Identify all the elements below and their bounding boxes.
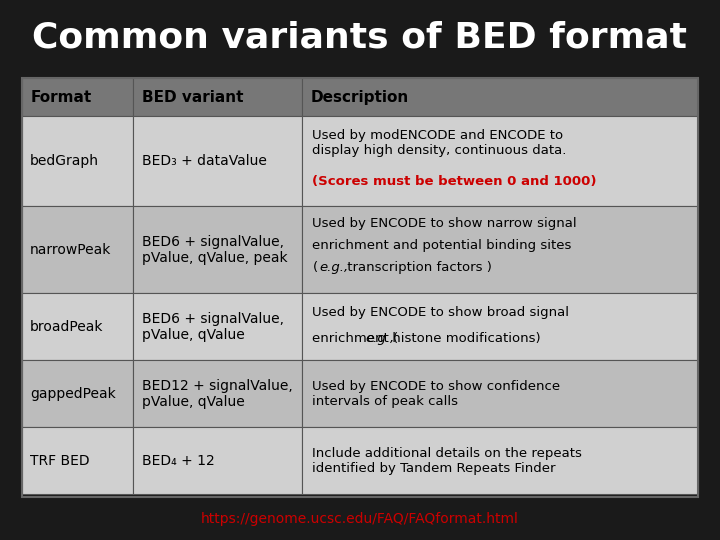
Text: https://genome.ucsc.edu/FAQ/FAQformat.html: https://genome.ucsc.edu/FAQ/FAQformat.ht… xyxy=(201,512,519,526)
Text: Used by ENCODE to show narrow signal: Used by ENCODE to show narrow signal xyxy=(312,217,577,231)
Text: BED₄ + 12: BED₄ + 12 xyxy=(142,454,215,468)
Bar xyxy=(133,78,302,116)
Bar xyxy=(133,293,302,360)
Text: Common variants of BED format: Common variants of BED format xyxy=(32,21,688,55)
Text: Used by ENCODE to show broad signal: Used by ENCODE to show broad signal xyxy=(312,306,570,319)
Text: gappedPeak: gappedPeak xyxy=(30,387,116,401)
Bar xyxy=(22,78,698,497)
Bar xyxy=(22,293,133,360)
Text: Used by modENCODE and ENCODE to
display high density, continuous data.: Used by modENCODE and ENCODE to display … xyxy=(312,129,567,157)
Bar xyxy=(302,206,698,293)
Bar xyxy=(302,116,698,206)
Text: transcription factors ): transcription factors ) xyxy=(343,261,492,274)
Bar xyxy=(22,116,133,206)
Bar xyxy=(22,78,133,116)
Bar xyxy=(133,206,302,293)
Text: enrichment (: enrichment ( xyxy=(312,333,399,346)
Bar xyxy=(22,206,133,293)
Text: BED₃ + dataValue: BED₃ + dataValue xyxy=(142,154,266,168)
Text: Description: Description xyxy=(311,90,409,105)
Text: TRF BED: TRF BED xyxy=(30,454,90,468)
Text: broadPeak: broadPeak xyxy=(30,320,104,334)
Text: narrowPeak: narrowPeak xyxy=(30,243,112,257)
Text: e.g.,: e.g., xyxy=(319,261,348,274)
Bar xyxy=(133,116,302,206)
Bar xyxy=(302,360,698,427)
Text: Format: Format xyxy=(30,90,91,105)
Text: (Scores must be between 0 and 1000): (Scores must be between 0 and 1000) xyxy=(312,174,597,187)
Text: BED12 + signalValue,
pValue, qValue: BED12 + signalValue, pValue, qValue xyxy=(142,379,292,409)
Bar xyxy=(133,360,302,427)
Bar xyxy=(22,360,133,427)
Bar xyxy=(22,427,133,494)
Bar xyxy=(302,78,698,116)
Text: BED6 + signalValue,
pValue, qValue, peak: BED6 + signalValue, pValue, qValue, peak xyxy=(142,235,287,265)
Text: (: ( xyxy=(312,261,318,274)
Bar xyxy=(302,293,698,360)
Text: Include additional details on the repeats
identified by Tandem Repeats Finder: Include additional details on the repeat… xyxy=(312,447,582,475)
Text: BED6 + signalValue,
pValue, qValue: BED6 + signalValue, pValue, qValue xyxy=(142,312,284,342)
Text: histone modifications): histone modifications) xyxy=(388,333,541,346)
Text: bedGraph: bedGraph xyxy=(30,154,99,168)
Bar xyxy=(302,427,698,494)
Text: Used by ENCODE to show confidence
intervals of peak calls: Used by ENCODE to show confidence interv… xyxy=(312,380,561,408)
Text: e.g.,: e.g., xyxy=(365,333,395,346)
Text: enrichment and potential binding sites: enrichment and potential binding sites xyxy=(312,239,572,252)
Bar xyxy=(133,427,302,494)
Text: BED variant: BED variant xyxy=(142,90,243,105)
